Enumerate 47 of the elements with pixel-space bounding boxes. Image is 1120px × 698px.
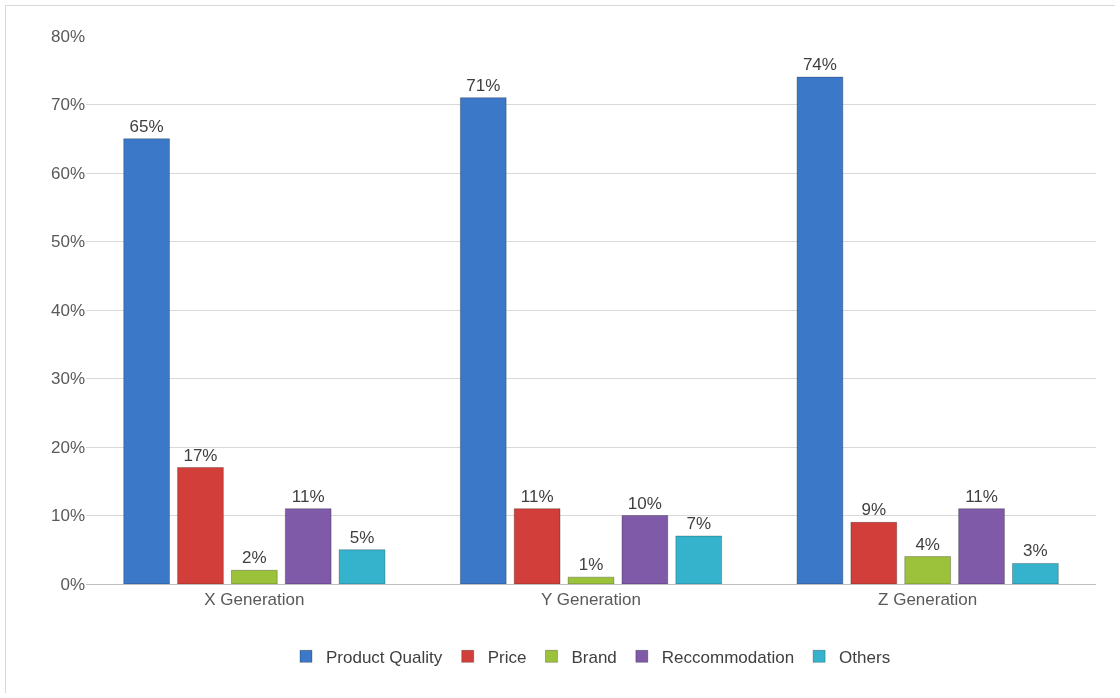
- bar: [513, 508, 561, 584]
- x-tick-label: Z Generation: [878, 590, 978, 610]
- data-label: 2%: [242, 548, 267, 568]
- bar: [230, 569, 278, 584]
- y-tick-label: 50%: [50, 232, 85, 252]
- y-tick-label: 0%: [60, 574, 85, 594]
- y-tick-label: 10%: [50, 506, 85, 526]
- y-tick-label: 40%: [50, 300, 85, 320]
- bar: [459, 97, 507, 584]
- legend-label: Product Quality: [326, 647, 443, 667]
- x-tick-label: Y Generation: [541, 590, 641, 610]
- bar: [621, 515, 669, 584]
- legend-label: Brand: [571, 647, 617, 667]
- data-label: 10%: [627, 493, 662, 513]
- x-tick-label: X Generation: [204, 590, 305, 610]
- data-label: 17%: [183, 445, 218, 465]
- bar: [675, 535, 723, 584]
- data-label: 11%: [291, 486, 325, 506]
- data-label: 65%: [129, 116, 164, 136]
- legend-label: Others: [839, 647, 891, 667]
- bar: [1012, 562, 1059, 584]
- data-label: 7%: [686, 514, 712, 534]
- bar: [338, 549, 386, 584]
- y-tick-label: 20%: [50, 437, 85, 457]
- y-tick-label: 30%: [50, 369, 85, 389]
- y-tick-label: 70%: [50, 95, 85, 115]
- data-label: 5%: [349, 527, 375, 547]
- bar: [284, 508, 332, 584]
- bar: [177, 467, 224, 584]
- data-label: 11%: [965, 486, 998, 506]
- data-label: 11%: [520, 486, 554, 506]
- data-label: 3%: [1023, 541, 1048, 561]
- bar: [123, 138, 170, 584]
- bar: [796, 76, 844, 584]
- data-label: 4%: [915, 534, 940, 554]
- bar: [958, 508, 1005, 584]
- data-label: 71%: [466, 75, 501, 95]
- bar: [904, 556, 952, 584]
- bar: [850, 521, 898, 584]
- bar: [567, 576, 615, 584]
- data-label: 1%: [578, 555, 604, 575]
- legend-label: Reccommodation: [661, 647, 795, 667]
- y-tick-label: 60%: [50, 163, 85, 183]
- data-label: 9%: [861, 500, 887, 520]
- data-label: 74%: [802, 55, 837, 75]
- legend-label: Price: [487, 647, 527, 667]
- y-tick-label: 80%: [50, 26, 85, 46]
